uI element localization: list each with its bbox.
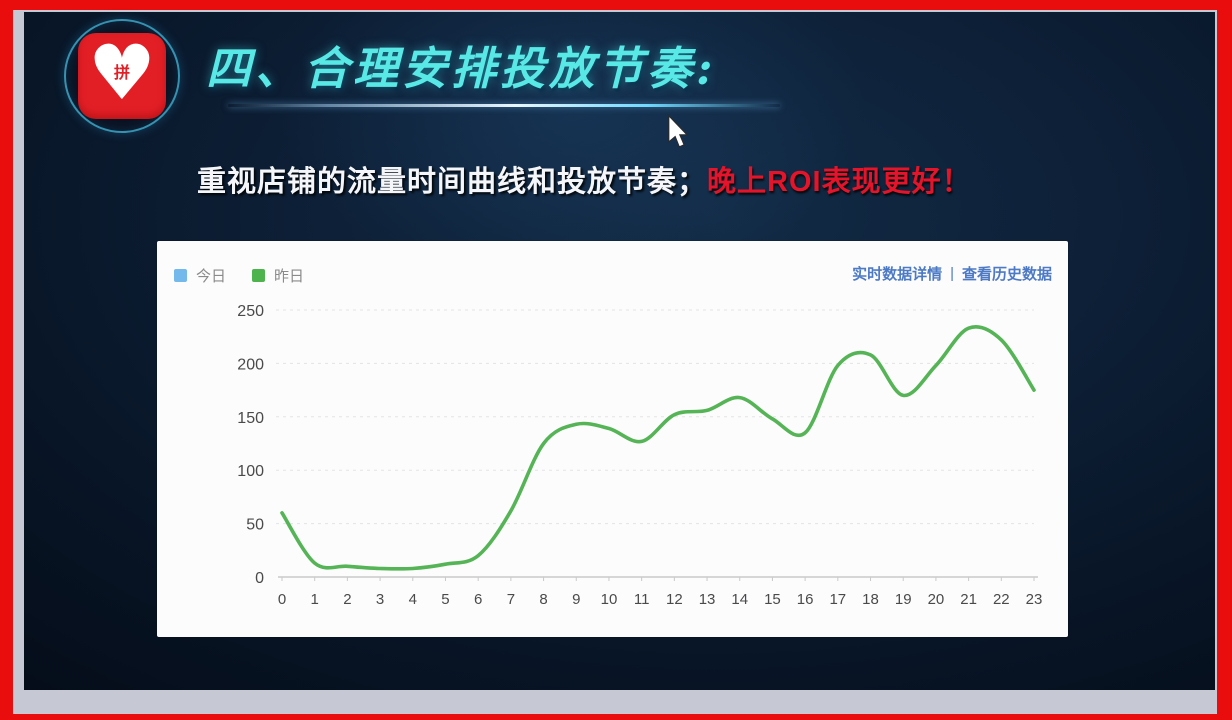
series-line-1 [280,324,1036,571]
svg-text:16: 16 [797,591,814,608]
heart-icon: ♥ [87,28,157,117]
pinduoduo-logo-square: ♥ 拼 [78,33,166,119]
page-title: 四、合理安排投放节奏: [206,42,717,95]
svg-text:9: 9 [572,591,580,608]
svg-text:21: 21 [960,591,977,608]
svg-text:20: 20 [928,591,945,608]
chart-links: 实时数据详情 | 查看历史数据 [852,263,1052,284]
svg-text:17: 17 [829,591,846,608]
svg-text:100: 100 [237,463,264,480]
pinduoduo-logo: ♥ 拼 [64,19,180,133]
chart-link-1[interactable]: 查看历史数据 [961,266,1052,283]
svg-text:0: 0 [255,570,264,587]
svg-text:50: 50 [246,517,264,534]
legend-item-1[interactable]: 昨日 [252,265,304,286]
svg-text:11: 11 [634,591,650,608]
svg-text:6: 6 [474,591,482,608]
chart-link-0[interactable]: 实时数据详情 [852,266,943,283]
svg-text:8: 8 [539,591,547,608]
svg-text:200: 200 [237,356,264,373]
svg-text:22: 22 [993,591,1010,608]
logo-glyph: 拼 [113,64,131,82]
svg-text:23: 23 [1026,591,1043,608]
svg-text:4: 4 [409,591,417,608]
svg-text:19: 19 [895,591,912,608]
svg-text:7: 7 [507,591,515,608]
svg-text:3: 3 [376,591,384,608]
legend-item-0[interactable]: 今日 [174,265,226,286]
legend-label: 昨日 [274,268,305,285]
subtitle-main: 重视店铺的流量时间曲线和投放节奏； [197,166,708,198]
svg-text:250: 250 [237,303,264,320]
title-underline [228,104,780,107]
svg-text:2: 2 [343,591,351,608]
svg-text:150: 150 [237,410,264,427]
svg-text:5: 5 [441,591,449,608]
legend-swatch-icon [252,269,266,282]
subtitle: 重视店铺的流量时间曲线和投放节奏；晚上ROI表现更好！ [197,158,972,200]
links-divider: | [950,265,954,282]
svg-text:12: 12 [666,591,683,608]
svg-text:14: 14 [731,591,748,608]
legend-swatch-icon [174,269,187,282]
legend-label: 今日 [196,268,227,285]
subtitle-highlight: 晚上ROI表现更好！ [707,166,972,198]
svg-text:10: 10 [601,591,618,608]
svg-text:15: 15 [764,591,781,608]
svg-text:0: 0 [278,591,286,608]
svg-text:1: 1 [311,591,319,608]
svg-text:18: 18 [862,591,879,608]
mouse-cursor [668,115,689,148]
svg-text:13: 13 [699,591,716,608]
chart-legend: 今日 昨日 [174,265,304,286]
traffic-chart-panel: 0 50 100 150 200 250 0 1 2 3 4 5 6 7 8 9 10 11 12 13 14 15 16 1… [157,241,1068,637]
